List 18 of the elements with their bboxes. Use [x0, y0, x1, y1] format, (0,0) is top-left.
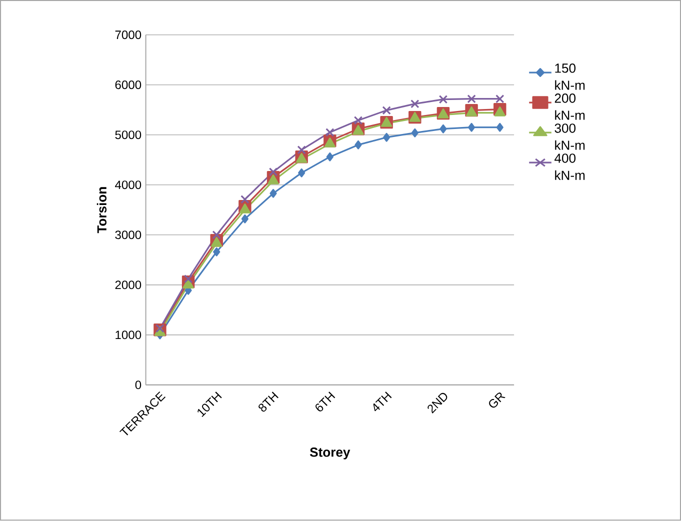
y-tick-label: 6000 — [115, 80, 142, 90]
legend-label: 300 kN-m — [554, 124, 585, 150]
legend-label: 200 kN-m — [554, 94, 585, 120]
y-axis-title: Torsion — [96, 187, 106, 234]
y-tick-label: 3000 — [115, 230, 142, 240]
y-tick-label: 0 — [135, 380, 142, 390]
legend-label: 150 kN-m — [555, 64, 585, 90]
x-tick-label: GR — [489, 392, 506, 408]
y-tick-label: 1000 — [116, 330, 142, 340]
y-tick-label: 4000 — [115, 180, 142, 190]
x-tick-label: 8TH — [258, 392, 279, 412]
x-axis-title: Storey — [310, 448, 350, 460]
x-tick-label: 4TH — [373, 392, 392, 412]
y-tick-label: 5000 — [115, 130, 142, 140]
x-tick-label: 6TH — [316, 392, 336, 412]
y-tick-label: 2000 — [115, 280, 142, 290]
legend-label: 400 kN-m — [554, 154, 585, 180]
y-tick-label: 7000 — [115, 30, 142, 40]
